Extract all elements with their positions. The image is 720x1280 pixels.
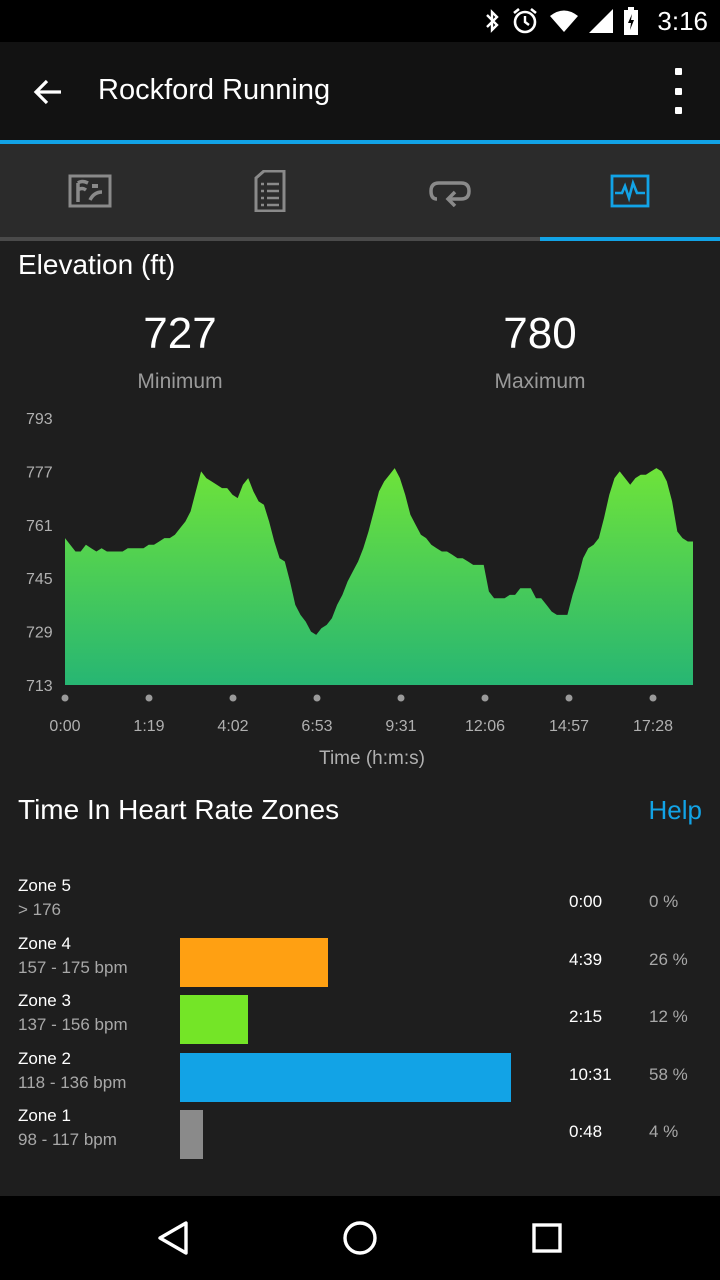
status-bar: 3:16 [0, 0, 720, 42]
zone-range: 157 - 175 bpm [18, 957, 128, 977]
tab-indicator [540, 237, 720, 241]
nav-recents-button[interactable] [512, 1203, 582, 1273]
tab-details[interactable] [180, 144, 360, 237]
tab-track [0, 237, 720, 241]
alarm-icon [513, 7, 538, 34]
zone-range: > 176 [18, 900, 62, 919]
arrow-back-icon [33, 79, 61, 105]
elevation-area [65, 468, 693, 685]
x-tick-dot [313, 694, 321, 702]
zone-percent: 12 % [649, 1007, 688, 1026]
battery-icon [624, 7, 639, 35]
nav-back-button[interactable] [138, 1203, 208, 1273]
wifi-icon [550, 10, 579, 32]
x-tick-dot [397, 694, 405, 702]
zone-time: 0:48 [569, 1122, 603, 1141]
zone-time: 2:15 [569, 1007, 603, 1026]
y-tick-label: 777 [26, 464, 53, 481]
elevation-chart: 793 777 761 745 729 713 0:00 1:19 4:02 6:53 9:31 12… [26, 411, 693, 769]
zone-percent: 0 % [649, 892, 679, 911]
laps-icon [429, 180, 471, 207]
app-bar: Rockford Running [0, 42, 720, 140]
tab-bar [0, 144, 720, 237]
x-tick-dot [145, 694, 153, 702]
nav-home-button[interactable] [325, 1203, 395, 1273]
x-tick-dot [61, 694, 69, 702]
zone-name: Zone 2 [18, 1048, 71, 1068]
circle-home-icon [343, 1221, 377, 1255]
zone-range: 137 - 156 bpm [18, 1015, 128, 1034]
overflow-dot [674, 107, 682, 114]
x-tick-label: 9:31 [385, 718, 416, 735]
x-tick-dot [565, 694, 573, 702]
zone-time: 10:31 [569, 1064, 612, 1084]
minimum-value: 727 [143, 309, 217, 358]
overflow-dot [674, 87, 682, 95]
elevation-title: Elevation (ft) [18, 249, 176, 280]
zone-name: Zone 1 [18, 1106, 71, 1125]
zone-bar [180, 1110, 203, 1159]
back-button[interactable] [22, 66, 74, 118]
cell-signal-icon [589, 9, 614, 33]
navigation-bar [0, 1196, 720, 1280]
page-title: Rockford Running [98, 74, 331, 106]
x-axis-label: Time (h:m:s) [319, 748, 425, 769]
zone-range: 118 - 136 bpm [18, 1072, 127, 1092]
zone-range: 98 - 117 bpm [18, 1130, 117, 1149]
x-tick-label: 17:28 [633, 718, 673, 735]
zone-bar [180, 937, 328, 987]
x-tick-dot [229, 694, 237, 702]
maximum-label: Maximum [494, 370, 586, 393]
zone-row: Zone 1 98 - 117 bpm 0:48 4 % [0, 1106, 720, 1164]
zone-row: Zone 5 > 176 0:00 0 % [0, 876, 720, 934]
overflow-menu-button[interactable] [664, 68, 692, 114]
bluetooth-icon [486, 9, 500, 33]
elevation-minimum: 727 Minimum [60, 312, 300, 394]
overflow-dot [674, 68, 682, 75]
zone-name: Zone 3 [18, 991, 71, 1010]
zone-row: Zone 4 157 - 175 bpm 4:39 26 % [0, 934, 720, 992]
accent-line [0, 140, 720, 144]
tab-map[interactable] [0, 144, 180, 237]
x-tick-label: 6:53 [301, 718, 332, 735]
zone-bar [180, 995, 248, 1044]
elevation-maximum: 780 Maximum [420, 312, 660, 394]
triangle-back-icon [158, 1221, 189, 1255]
x-tick-label: 12:06 [465, 718, 505, 735]
y-tick-label: 793 [26, 411, 53, 428]
zone-time: 0:00 [569, 892, 603, 911]
y-tick-label: 745 [26, 571, 53, 588]
x-tick-label: 0:00 [49, 718, 80, 735]
heart-rate-title: Time In Heart Rate Zones [18, 794, 340, 825]
zone-row: Zone 3 137 - 156 bpm 2:15 12 % [0, 991, 720, 1049]
tab-charts[interactable] [540, 144, 720, 237]
tab-laps[interactable] [360, 144, 540, 237]
x-tick-label: 1:19 [133, 718, 164, 735]
zone-percent: 4 % [649, 1122, 679, 1141]
x-tick-dot [481, 694, 489, 702]
zone-row: Zone 2 118 - 136 bpm 10:31 58 % [0, 1049, 720, 1107]
minimum-label: Minimum [137, 370, 223, 393]
zone-name: Zone 4 [18, 933, 71, 953]
y-tick-label: 713 [26, 678, 53, 695]
x-tick-dot [649, 694, 657, 702]
status-time: 3:16 [657, 5, 708, 36]
zone-percent: 58 % [649, 1064, 688, 1084]
y-tick-label: 729 [26, 625, 53, 642]
details-icon [254, 169, 286, 212]
square-recents-icon [531, 1223, 562, 1253]
help-link[interactable]: Help [648, 795, 702, 825]
zone-time: 4:39 [569, 949, 603, 969]
x-tick-label: 4:02 [217, 718, 248, 735]
charts-icon [610, 174, 650, 207]
map-icon [68, 174, 112, 207]
x-tick-label: 14:57 [549, 718, 589, 735]
maximum-value: 780 [503, 309, 577, 358]
zone-percent: 26 % [649, 949, 688, 969]
zone-bar [180, 1052, 511, 1102]
zone-name: Zone 5 [18, 876, 71, 895]
y-tick-label: 761 [26, 518, 53, 535]
